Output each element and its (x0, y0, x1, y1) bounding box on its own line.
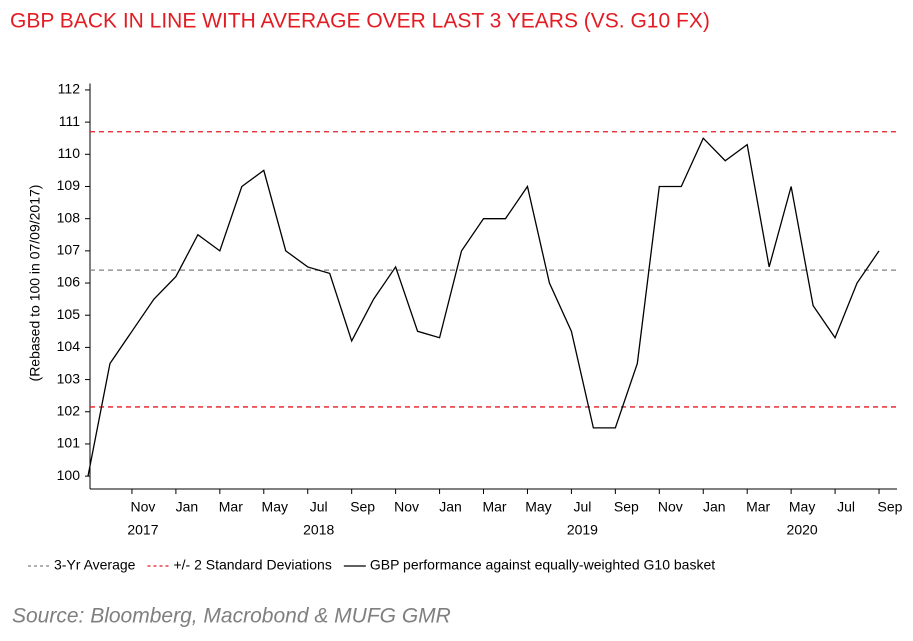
x-year-label: 2020 (787, 522, 818, 538)
y-tick-label: 108 (57, 209, 81, 225)
y-tick-label: 112 (58, 81, 81, 97)
x-tick-label: May (262, 499, 288, 515)
y-tick-label: 100 (57, 467, 81, 483)
chart-title: GBP BACK IN LINE WITH AVERAGE OVER LAST … (10, 10, 710, 33)
x-tick-label: Jul (837, 499, 855, 515)
legend-label: 3-Yr Average (54, 557, 136, 573)
x-tick-label: Nov (130, 499, 155, 515)
x-tick-label: Nov (394, 499, 419, 515)
x-tick-label: Mar (746, 499, 770, 515)
x-year-label: 2018 (303, 522, 334, 538)
y-tick-label: 104 (57, 338, 81, 354)
x-tick-label: Jul (573, 499, 591, 515)
x-tick-label: Jan (703, 499, 726, 515)
x-tick-label: Sep (614, 499, 639, 515)
x-tick-label: Jul (310, 499, 328, 515)
y-tick-label: 101 (57, 435, 81, 451)
source-note: Source: Bloomberg, Macrobond & MUFG GMR (12, 605, 451, 628)
x-tick-label: Jan (176, 499, 199, 515)
legend-label: GBP performance against equally-weighted… (370, 557, 715, 573)
y-tick-label: 106 (57, 274, 81, 290)
y-axis-label: (Rebased to 100 in 07/09/2017) (27, 185, 43, 382)
x-tick-label: Sep (350, 499, 375, 515)
y-tick-label: 111 (59, 113, 80, 129)
x-year-label: 2017 (127, 522, 158, 538)
y-tick-label: 105 (57, 306, 81, 322)
x-tick-label: May (525, 499, 551, 515)
x-tick-label: Jan (439, 499, 462, 515)
y-tick-label: 109 (57, 177, 81, 193)
y-tick-label: 103 (57, 370, 81, 386)
y-tick-label: 107 (57, 242, 81, 258)
data-line (87, 137, 880, 477)
x-tick-label: Mar (219, 499, 243, 515)
x-year-label: 2019 (567, 522, 598, 538)
x-tick-label: May (789, 499, 815, 515)
y-tick-label: 110 (58, 145, 81, 161)
y-tick-label: 102 (57, 402, 81, 418)
x-tick-label: Mar (482, 499, 506, 515)
x-tick-label: Sep (878, 499, 903, 515)
legend-label: +/- 2 Standard Deviations (173, 557, 331, 573)
x-tick-label: Nov (658, 499, 683, 515)
